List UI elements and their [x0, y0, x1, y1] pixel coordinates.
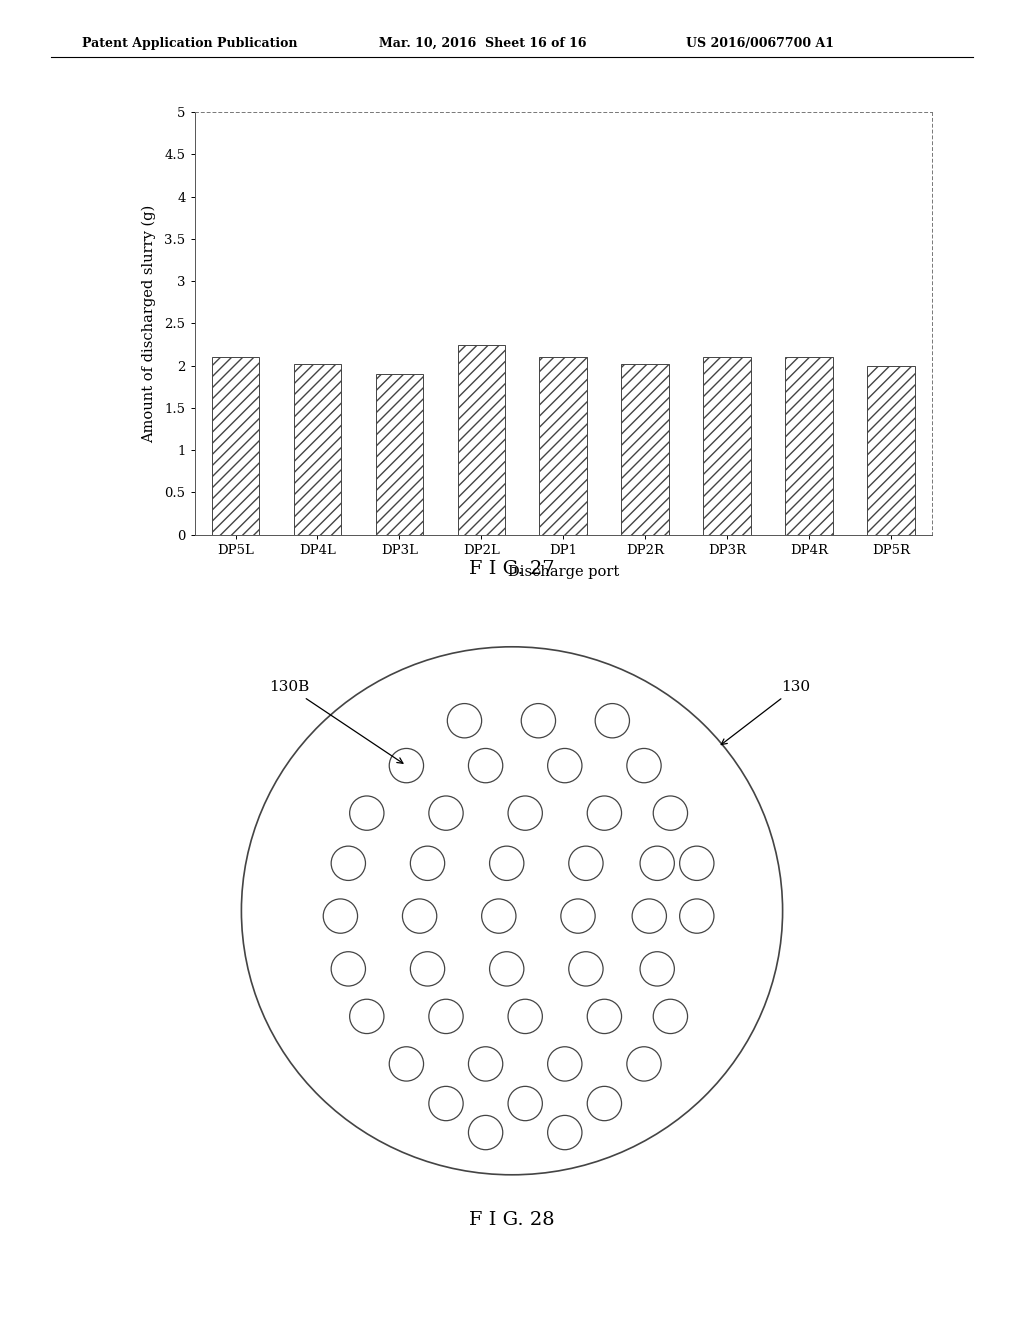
Text: 130B: 130B [269, 680, 402, 763]
Bar [785, 358, 833, 535]
Bar [458, 345, 505, 535]
Bar [294, 364, 341, 535]
Text: US 2016/0067700 A1: US 2016/0067700 A1 [686, 37, 835, 50]
Text: Mar. 10, 2016  Sheet 16 of 16: Mar. 10, 2016 Sheet 16 of 16 [379, 37, 587, 50]
Text: Patent Application Publication: Patent Application Publication [82, 37, 297, 50]
Bar [622, 364, 669, 535]
Bar [703, 358, 751, 535]
Text: 130: 130 [721, 680, 810, 744]
Text: F I G. 28: F I G. 28 [469, 1210, 555, 1229]
Y-axis label: Amount of discharged slurry (g): Amount of discharged slurry (g) [141, 205, 156, 442]
Bar [376, 374, 423, 535]
Bar [540, 358, 587, 535]
Bar [212, 358, 259, 535]
Bar [867, 366, 914, 535]
Text: F I G. 27: F I G. 27 [469, 560, 555, 578]
X-axis label: Discharge port: Discharge port [508, 565, 618, 579]
